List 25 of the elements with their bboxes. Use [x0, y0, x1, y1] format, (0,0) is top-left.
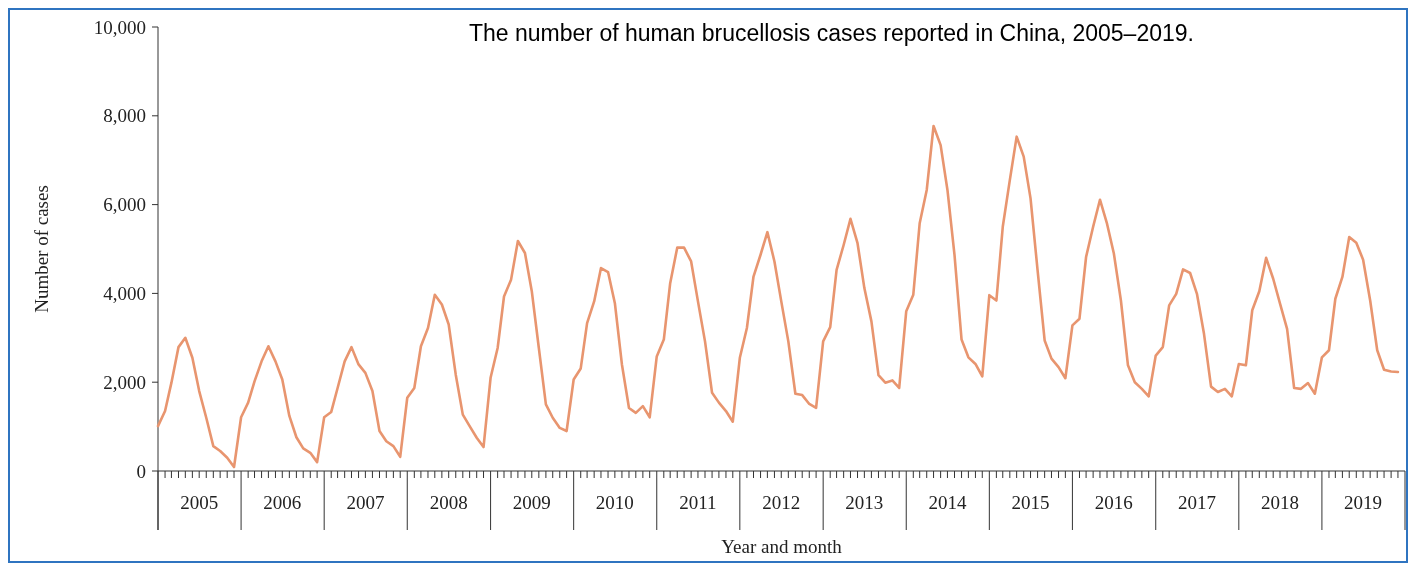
x-tick-label: 2019 — [1344, 492, 1383, 513]
chart-title: The number of human brucellosis cases reported in China, 2005–2019. — [469, 20, 1194, 46]
x-tick-label: 2008 — [429, 492, 468, 513]
x-tick-label: 2015 — [1011, 492, 1050, 513]
y-axis-title: Number of cases — [31, 185, 52, 313]
x-tick-label: 2011 — [679, 492, 717, 513]
x-axis-title: Year and month — [721, 536, 843, 557]
y-tick-label: 10,000 — [93, 16, 146, 38]
x-tick-label: 2007 — [346, 492, 385, 513]
y-tick-label: 4,000 — [103, 283, 146, 305]
x-tick-label: 2006 — [263, 492, 302, 513]
line-series — [156, 124, 1400, 469]
x-tick-label: 2016 — [1094, 492, 1133, 513]
x-tick-label: 2005 — [180, 492, 219, 513]
y-tick-label: 0 — [136, 460, 146, 482]
y-tick-label: 6,000 — [103, 194, 146, 216]
x-tick-label: 2010 — [595, 492, 634, 513]
x-tick-label: 2014 — [928, 492, 967, 513]
y-tick-label: 8,000 — [103, 105, 146, 127]
x-tick-label: 2009 — [512, 492, 551, 513]
y-tick-label: 2,000 — [103, 371, 146, 393]
x-tick-label: 2013 — [845, 492, 884, 513]
x-tick-label: 2017 — [1177, 492, 1216, 513]
x-tick-label: 2018 — [1261, 492, 1300, 513]
x-tick-label: 2012 — [762, 492, 801, 513]
